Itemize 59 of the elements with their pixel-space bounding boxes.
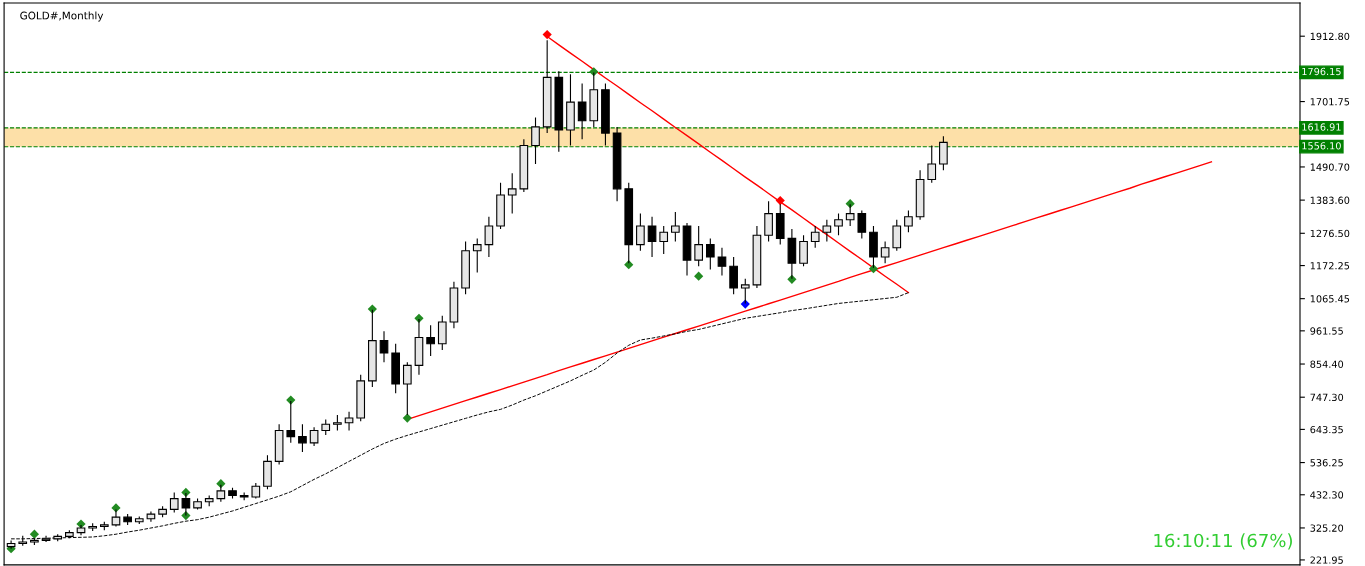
point — [542, 29, 552, 40]
candlestick — [484, 216, 494, 258]
candlestick — [717, 247, 727, 277]
candlestick — [880, 240, 890, 264]
candlestick — [636, 213, 645, 252]
candlestick — [810, 225, 820, 249]
y-tick-label: 854.40 — [1310, 360, 1344, 368]
point — [845, 199, 855, 209]
y-tick-label: 432.30 — [1310, 491, 1344, 499]
candlestick — [379, 330, 389, 363]
candlestick — [834, 213, 843, 236]
candlestick — [799, 234, 808, 267]
text: GOLD#,Monthly — [20, 11, 104, 22]
y-tick-label: 1912.80 — [1310, 32, 1350, 41]
candlestick — [939, 135, 948, 171]
y-tick-label: 325.20 — [1310, 524, 1344, 532]
candlestick — [647, 216, 657, 258]
candlestick — [507, 172, 517, 215]
y-tick-label: 536.25 — [1310, 459, 1343, 467]
y-tick-label: 643.35 — [1310, 425, 1343, 434]
candlestick — [169, 491, 179, 514]
point — [775, 196, 785, 206]
y-tick-label: 221.95 — [1310, 556, 1343, 564]
candlestick — [904, 209, 913, 233]
point — [589, 67, 599, 77]
candlestick — [298, 423, 307, 453]
candlestick — [764, 200, 773, 243]
candlestick — [309, 426, 319, 447]
candlestick — [729, 256, 738, 295]
point — [624, 260, 634, 270]
candlestick — [927, 144, 937, 184]
candlestick — [437, 315, 447, 351]
candlestick — [472, 237, 482, 274]
candlestick — [822, 219, 832, 243]
y-tick-label: 1490.70 — [1310, 163, 1350, 171]
y-tick-label: 1065.45 — [1310, 295, 1350, 303]
ref-line-label: 1796.15 — [1302, 67, 1341, 76]
candlestick — [344, 411, 354, 431]
point — [402, 413, 412, 423]
point — [694, 271, 704, 281]
candlestick — [694, 225, 704, 267]
candlestick — [577, 82, 587, 140]
candlestick — [892, 219, 902, 252]
candlestick — [705, 237, 715, 270]
annotation: 16:10:11 (67%) — [1154, 533, 1292, 550]
y-tick-label: 747.30 — [1310, 393, 1344, 402]
y-tick-label: 961.55 — [1310, 327, 1343, 335]
ref-line-label: 1556.10 — [1302, 142, 1341, 150]
candlestick — [857, 209, 867, 239]
y-tick-label: 1172.25 — [1310, 262, 1350, 270]
candlestick — [531, 117, 540, 165]
ref-line-label: 1616.91 — [1302, 123, 1341, 131]
point — [29, 529, 39, 539]
y-tick-label: 1276.50 — [1310, 229, 1350, 238]
y-tick-label: 1383.60 — [1310, 196, 1350, 204]
candlestick — [426, 324, 435, 357]
y-tick-label: 1701.75 — [1310, 98, 1350, 106]
candlestick — [671, 211, 680, 243]
candlestick — [659, 225, 669, 255]
